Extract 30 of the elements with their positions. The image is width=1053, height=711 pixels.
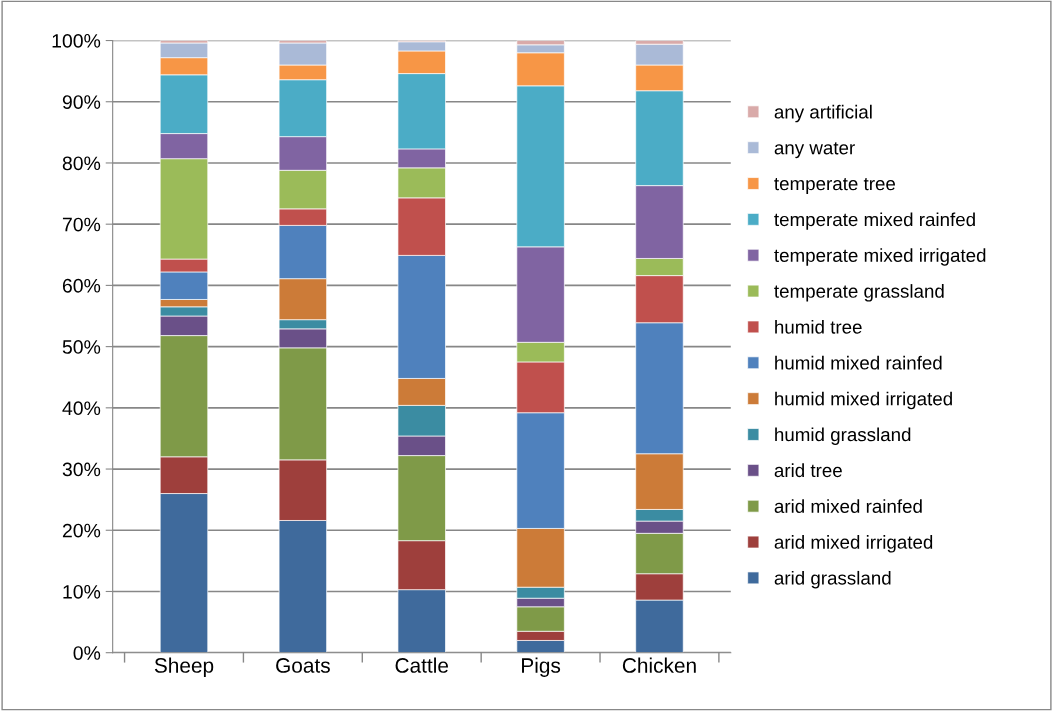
legend-label: humid mixed rainfed [775,355,942,370]
legend-label: arid mixed rainfed [774,499,922,513]
y-tick-label: 70% [62,217,101,232]
legend-label: humid grassland [775,427,911,445]
y-tick-label: 40% [62,401,101,416]
x-tick-label: Cattle [395,657,449,673]
legend-label: temperate grassland [774,284,944,302]
y-tick-label: 50% [62,340,101,354]
x-tick-label: Pigs [522,657,561,677]
y-tick-label: 80% [62,156,101,171]
y-tick-label: 0% [73,646,101,660]
x-tick-label: Chicken [622,657,696,673]
legend-label: temperate mixed irrigated [774,248,986,266]
y-tick-label: 100% [52,33,101,48]
legend-label: temperate tree [774,178,896,195]
legend-label: any artificial [774,104,872,123]
legend-label: temperate mixed rainfed [774,212,975,230]
y-tick-label: 30% [62,462,101,477]
legend-label: arid grassland [774,570,891,589]
legend-label: arid mixed irrigated [774,535,933,553]
y-tick-label: 10% [63,584,101,599]
x-tick-label: Sheep [154,657,214,677]
x-tick-label: Goats [276,658,330,673]
legend-label: any water [774,142,855,159]
y-tick-label: 60% [62,278,101,293]
y-tick-label: 90% [62,95,101,109]
legend-label: arid tree [774,463,842,478]
y-tick-label: 20% [62,523,101,538]
legend-label: humid tree [775,319,862,334]
legend-label: humid mixed irrigated [775,391,952,410]
